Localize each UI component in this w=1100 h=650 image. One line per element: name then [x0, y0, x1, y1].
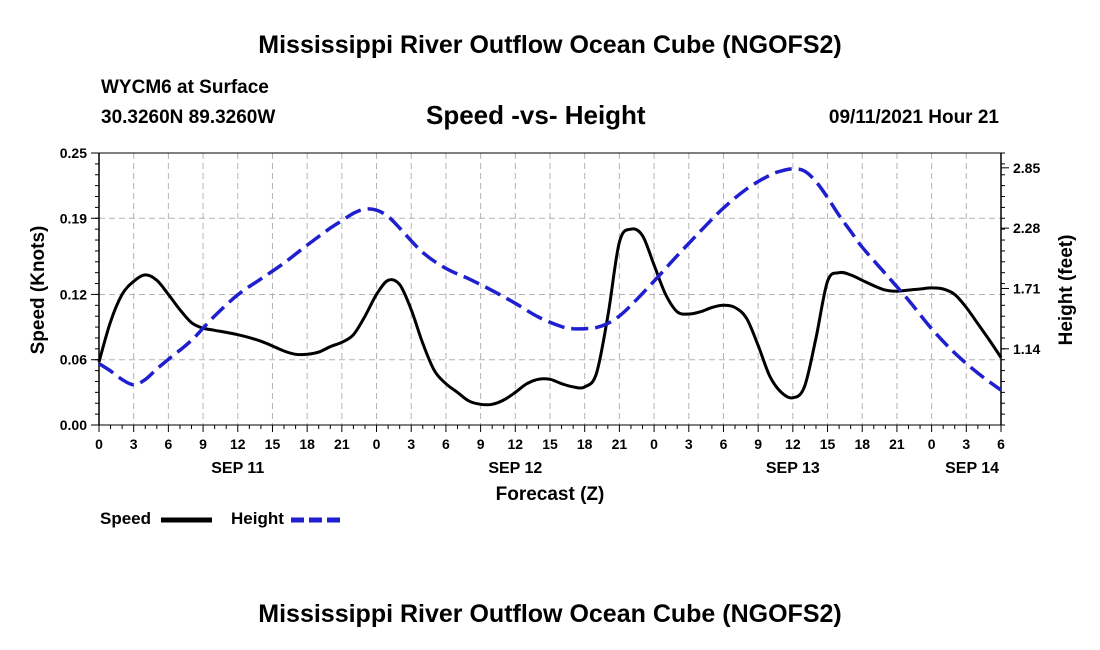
x-tick-label: 6 [164, 436, 172, 452]
y2-tick-label: 2.85 [1013, 160, 1040, 176]
x-tick-label: 3 [685, 436, 693, 452]
legend-speed-label: Speed [100, 509, 152, 528]
tick-labels: 0 3 6 9 12 15 18 21 0 3 6 9 12 15 18 21 0 3 6 9 12 15 18 21 0 3 6 S… [60, 145, 1041, 477]
footer-title: Mississippi River Outflow Ocean Cube (NG… [258, 600, 842, 628]
speed-series-line [97, 227, 1003, 407]
x-tick-label: 3 [130, 436, 138, 452]
series-lines [97, 167, 1003, 407]
y-axis-label: Speed (Knots) [28, 226, 49, 355]
date-label: SEP 11 [211, 460, 264, 477]
date-label: SEP 12 [488, 460, 542, 477]
y-tick-label: 0.12 [60, 286, 87, 302]
y2-tick-label: 2.28 [1013, 220, 1040, 236]
x-tick-label: 9 [754, 436, 762, 452]
date-label: SEP 13 [766, 460, 820, 477]
x-tick-label: 18 [854, 436, 870, 452]
x-axis-label: Forecast (Z) [496, 484, 605, 505]
x-tick-label: 3 [962, 436, 970, 452]
chart-subtitle: Speed -vs- Height [426, 100, 646, 130]
x-tick-label: 9 [199, 436, 207, 452]
x-tick-label: 15 [542, 436, 558, 452]
x-tick-label: 12 [230, 436, 246, 452]
x-tick-label: 21 [889, 436, 905, 452]
y2-axis-label: Height (feet) [1056, 235, 1077, 346]
x-tick-label: 0 [95, 436, 103, 452]
legend-height-label: Height [231, 509, 284, 528]
x-tick-label: 12 [508, 436, 524, 452]
x-tick-label: 0 [928, 436, 936, 452]
x-tick-label: 18 [299, 436, 315, 452]
y2-tick-label: 1.71 [1013, 280, 1040, 296]
x-tick-label: 15 [820, 436, 836, 452]
station-name: WYCM6 at Surface [101, 77, 269, 98]
y-tick-label: 0.19 [60, 210, 87, 226]
x-tick-label: 9 [477, 436, 485, 452]
y-tick-label: 0.00 [60, 417, 87, 433]
x-tick-label: 15 [265, 436, 281, 452]
x-tick-label: 18 [577, 436, 593, 452]
y-tick-label: 0.25 [60, 145, 87, 161]
x-tick-label: 12 [785, 436, 801, 452]
x-tick-label: 3 [407, 436, 415, 452]
x-tick-label: 6 [720, 436, 728, 452]
x-tick-label: 21 [612, 436, 628, 452]
x-tick-label: 0 [650, 436, 658, 452]
x-tick-label: 0 [373, 436, 381, 452]
page-title: Mississippi River Outflow Ocean Cube (NG… [258, 31, 842, 59]
forecast-timestamp: 09/11/2021 Hour 21 [828, 107, 999, 128]
height-series-line [98, 167, 1003, 392]
y-tick-label: 0.06 [60, 352, 87, 368]
axis-ticks [91, 152, 1009, 432]
chart-grid [99, 153, 1001, 425]
station-coords: 30.3260N 89.3260W [101, 107, 276, 128]
x-tick-label: 6 [442, 436, 450, 452]
x-tick-label: 21 [334, 436, 350, 452]
date-label: SEP 14 [945, 460, 999, 477]
y2-tick-label: 1.14 [1013, 341, 1040, 357]
x-tick-label: 6 [997, 436, 1005, 452]
